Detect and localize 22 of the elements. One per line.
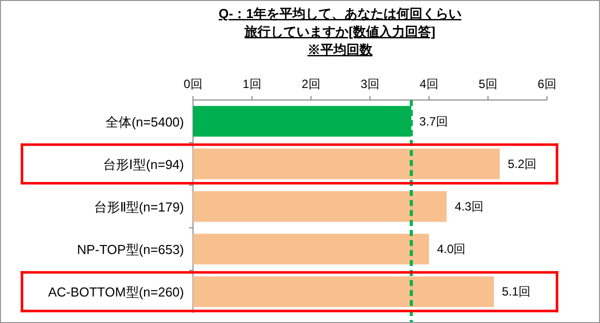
bar [193,234,429,264]
data-label: 5.1回 [502,284,531,299]
x-tick-label: 0回 [184,77,202,91]
bar [193,276,494,308]
y-tick-label: NP-TOP型(n=653) [76,242,184,258]
data-label: 3.7回 [419,114,448,128]
y-tick-label: 台形Ⅱ型(n=179) [94,200,184,214]
x-tick-label: 2回 [302,77,320,91]
y-tick-label: 台形Ⅰ型(n=94) [103,156,184,172]
y-tick-label: 全体(n=5400) [106,114,184,130]
data-label: 5.2回 [508,156,536,171]
data-label: 4.3回 [454,200,484,214]
x-tick-label: 4回 [420,77,438,91]
data-label: 4.0回 [437,242,466,256]
x-tick-label: 1回 [242,77,262,91]
x-tick-label: 5回 [478,77,498,91]
y-tick-label: AC-BOTTOM型(n=260) [48,284,184,300]
bar [193,191,447,222]
chart-subtitle: ※平均回数 [308,42,374,57]
bar [193,148,500,180]
x-tick-label: 6回 [538,77,556,91]
x-tick-label: 3回 [360,77,380,91]
